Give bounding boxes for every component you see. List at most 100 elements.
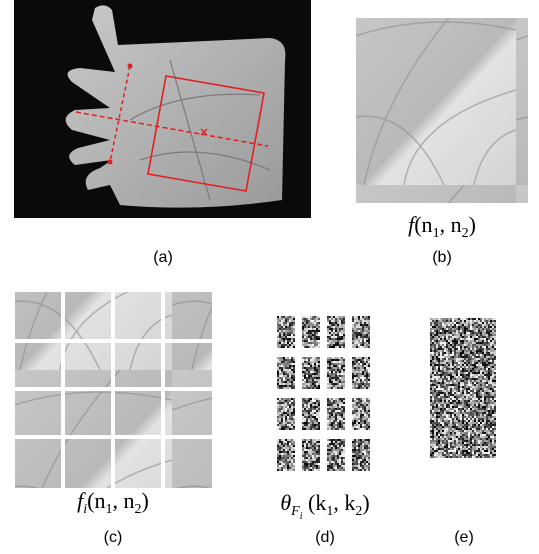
noise-cell [442,372,444,374]
noise-cell [343,428,345,430]
noise-cell [360,449,362,451]
noise-cell [452,336,454,338]
noise-cell [310,324,312,326]
noise-cell [486,352,488,354]
noise-cell [468,436,470,438]
noise-cell [333,467,335,469]
noise-cell [442,438,444,440]
noise-cell [494,374,496,376]
noise-cell [333,412,335,414]
noise-cell [283,402,285,404]
noise-cell [440,372,442,374]
noise-cell [492,454,494,456]
noise-cell [480,348,482,350]
noise-cell [341,463,343,465]
noise-cell [366,441,368,443]
noise-cell [474,380,476,382]
noise-cell [488,430,490,432]
noise-cell [494,394,496,396]
noise-cell [343,443,345,445]
noise-cell [306,346,308,348]
noise-cell [304,469,306,471]
noise-cell [341,422,343,424]
noise-cell [462,328,464,330]
noise-cell [279,328,281,330]
noise-cell [285,316,287,318]
formula-part: , n [113,488,135,513]
noise-cell [318,383,320,385]
noise-cell [318,385,320,387]
noise-cell [442,420,444,422]
noise-cell [492,436,494,438]
noise-cell [446,414,448,416]
noise-cell [468,414,470,416]
noise-cell [289,443,291,445]
noise-cell [432,422,434,424]
noise-cell [302,447,304,449]
noise-cell [476,410,478,412]
noise-cell [492,446,494,448]
noise-cell [279,346,281,348]
noise-cell [293,375,295,377]
formula-part: (k [303,490,327,515]
noise-cell [464,410,466,412]
noise-cell [450,334,452,336]
noise-cell [314,365,316,367]
noise-cell [456,336,458,338]
noise-cell [472,438,474,440]
noise-cell [454,404,456,406]
noise-cell [494,398,496,400]
noise-cell [279,453,281,455]
noise-cell [448,322,450,324]
noise-cell [460,330,462,332]
noise-cell [464,362,466,364]
noise-cell [281,398,283,400]
noise-cell [339,402,341,404]
noise-cell [289,342,291,344]
noise-cell [362,328,364,330]
noise-cell [281,447,283,449]
noise-cell [314,332,316,334]
noise-cell [364,359,366,361]
noise-cell [442,360,444,362]
noise-cell [456,366,458,368]
noise-cell [454,422,456,424]
noise-cell [460,436,462,438]
noise-cell [285,461,287,463]
noise-cell [277,344,279,346]
noise-cell [442,440,444,442]
noise-cell [306,422,308,424]
noise-cell [462,398,464,400]
noise-cell [368,449,370,451]
noise-cell [440,334,442,336]
noise-cell [306,424,308,426]
noise-cell [430,428,432,430]
noise-cell [452,420,454,422]
noise-cell [464,320,466,322]
noise-cell [448,408,450,410]
noise-cell [490,360,492,362]
noise-cell [458,356,460,358]
noise-cell [364,387,366,389]
noise-cell [442,336,444,338]
noise-cell [432,350,434,352]
noise-cell [460,422,462,424]
noise-cell [458,320,460,322]
noise-cell [444,380,446,382]
noise-cell [337,367,339,369]
noise-cell [434,338,436,340]
noise-cell [462,444,464,446]
noise-cell [476,426,478,428]
noise-cell [364,426,366,428]
noise-cell [331,467,333,469]
noise-cell [448,432,450,434]
noise-cell [329,439,331,441]
noise-cell [446,380,448,382]
noise-cell [283,426,285,428]
noise-cell [442,334,444,336]
noise-cell [331,422,333,424]
noise-cell [436,350,438,352]
noise-cell [318,449,320,451]
noise-cell [434,422,436,424]
noise-cell [482,432,484,434]
